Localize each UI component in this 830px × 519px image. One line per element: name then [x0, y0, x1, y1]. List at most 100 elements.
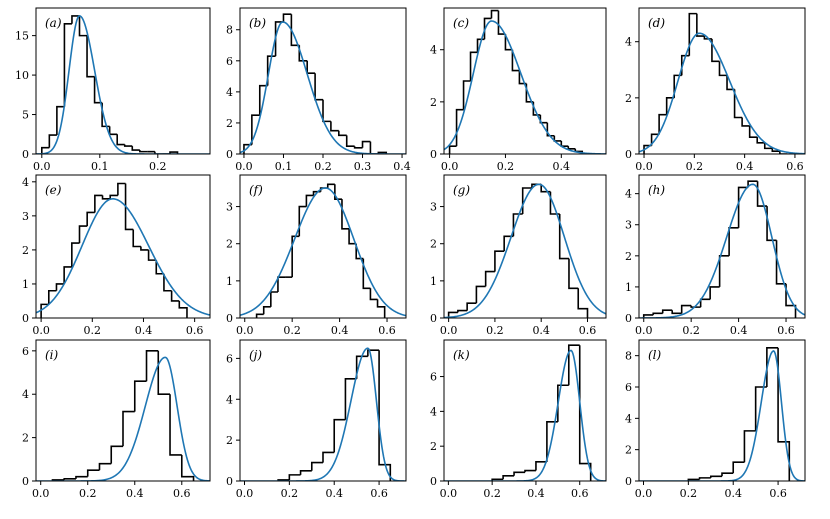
histogram-bar — [546, 122, 555, 137]
histogram-bar — [338, 130, 347, 137]
histogram-bar — [661, 309, 673, 314]
histogram-bar — [466, 302, 477, 311]
histogram-bar — [98, 462, 112, 471]
panel-g: 0.0 0.2 0.4 0.6 0 1 2 3 (g) — [430, 174, 607, 337]
y-tick-label: 2 — [226, 117, 233, 130]
histogram-bar — [721, 472, 734, 477]
panel-label: (i) — [45, 348, 59, 362]
panel-label: (c) — [453, 16, 469, 30]
axes-frame — [638, 174, 806, 319]
plot-area — [639, 347, 805, 481]
y-tick-label: 0 — [22, 148, 29, 161]
y-tick-label: 2 — [226, 238, 233, 251]
histogram-bar — [63, 478, 76, 480]
histogram-bar — [123, 144, 133, 147]
y-tick-label: 4 — [22, 176, 29, 189]
fit-curve — [444, 349, 606, 481]
axes-frame — [35, 174, 211, 319]
histogram-bar — [504, 34, 513, 51]
histogram-bar — [737, 186, 749, 228]
plot-area — [36, 350, 210, 481]
axes-frame — [239, 339, 407, 482]
x-tick-label: 0.4 — [331, 324, 349, 337]
histogram-bar — [291, 235, 300, 278]
histogram-bar — [93, 76, 103, 104]
x-tick-label: 0.4 — [730, 324, 748, 337]
panel-i: 0.0 0.2 0.4 0.6 0 2 4 6 (i) — [22, 339, 211, 500]
histogram-bar — [462, 80, 471, 110]
histogram-bar — [577, 288, 589, 318]
fit-curve — [639, 350, 805, 481]
histogram-bar — [690, 305, 701, 308]
histogram-bar — [763, 142, 773, 150]
histogram-bar — [558, 214, 569, 260]
histogram-bar — [448, 145, 457, 154]
histogram-bar — [255, 313, 264, 318]
x-tick-label: 0.0 — [440, 324, 458, 337]
histogram-bar — [299, 469, 312, 475]
fit-curve — [36, 15, 210, 154]
fit-curve — [444, 20, 606, 154]
histogram-bar — [709, 286, 720, 300]
histogram-bar — [75, 475, 88, 479]
histogram-bar — [698, 477, 711, 480]
histogram-bar — [680, 304, 692, 314]
histogram-bar — [56, 105, 65, 136]
plot-area — [639, 12, 805, 154]
plot-area — [240, 347, 406, 481]
histogram-bar — [147, 249, 157, 261]
histogram-bar — [665, 97, 675, 115]
histogram-bar — [557, 384, 569, 422]
y-tick-label: 4 — [226, 86, 233, 99]
x-tick-label: 0.0 — [33, 160, 51, 173]
histogram-bar — [497, 10, 506, 35]
histogram-bar — [475, 285, 486, 304]
histogram-bar — [86, 469, 100, 477]
axes-frame — [239, 174, 407, 319]
y-tick-label: 4 — [625, 188, 632, 201]
y-tick-label: 2 — [625, 444, 632, 457]
axes-frame — [443, 339, 607, 482]
panel-label: (h) — [648, 183, 665, 197]
histogram-bar — [785, 283, 797, 318]
x-tick-label: 0.1 — [91, 160, 109, 173]
panel-label: (d) — [648, 16, 665, 30]
x-tick-label: 0.0 — [441, 160, 459, 173]
histogram-bar — [447, 311, 458, 318]
plot-area — [444, 183, 606, 318]
histogram-bar — [41, 146, 50, 154]
histogram-bar — [86, 35, 95, 78]
x-tick-label: 0.2 — [84, 324, 102, 337]
histogram-bar — [310, 461, 323, 471]
histogram-bar — [288, 474, 301, 480]
y-tick-label: 2 — [226, 434, 233, 447]
histogram-bar — [140, 246, 149, 251]
fit-curve — [240, 187, 406, 317]
x-tick-label: 0.2 — [79, 487, 97, 500]
histogram-bar — [282, 13, 292, 22]
y-tick-label: 0 — [226, 148, 233, 161]
histogram-bar — [86, 211, 95, 227]
x-tick-label: 0.2 — [149, 160, 167, 173]
y-tick-label: 0 — [625, 148, 632, 161]
x-tick-label: 0.6 — [370, 487, 388, 500]
panel-h: 0.0 0.2 0.4 0.6 0 1 2 3 4 (h) — [625, 174, 806, 337]
y-tick-label: 4 — [226, 393, 233, 406]
histogram-bar — [369, 288, 378, 301]
histogram-bar — [169, 394, 182, 456]
panel-label: (f) — [249, 183, 263, 197]
histogram-bar — [469, 51, 478, 81]
panel-d: 0.0 0.2 0.4 0.6 0 2 4 (d) — [625, 7, 806, 173]
y-tick-label: 0 — [625, 475, 632, 488]
histogram-bar — [306, 60, 316, 75]
y-tick-label: 2 — [22, 432, 29, 445]
panel-label: (g) — [453, 183, 470, 197]
histogram-bar — [63, 22, 72, 107]
histogram-bar — [78, 225, 88, 244]
x-tick-label: 0.2 — [483, 487, 501, 500]
histogram-bar — [145, 350, 159, 382]
y-tick-label: 6 — [625, 381, 632, 394]
y-tick-label: 4 — [430, 405, 437, 418]
axes-frame — [35, 7, 211, 155]
fit-curve — [240, 347, 406, 481]
